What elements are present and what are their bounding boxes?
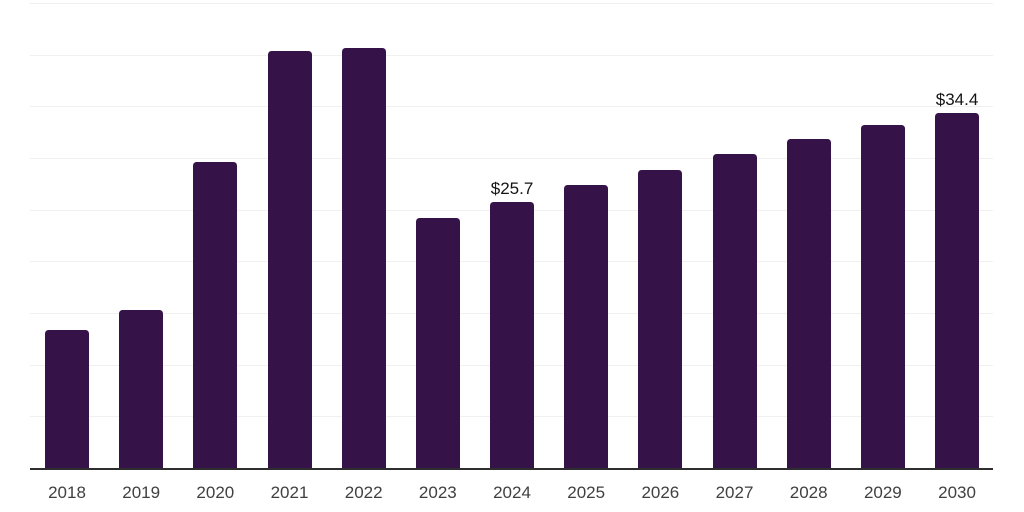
gridline	[30, 158, 993, 159]
x-axis-tick-label: 2025	[567, 483, 606, 502]
bar	[712, 153, 757, 468]
bar	[564, 184, 609, 468]
gridline	[30, 54, 993, 56]
bar	[415, 217, 460, 468]
x-axis-tick-label: 2018	[48, 483, 86, 502]
x-axis-tick-label: 2028	[789, 483, 828, 502]
bar	[935, 112, 980, 468]
bar-value-label: $25.7	[490, 179, 534, 199]
bar	[638, 170, 683, 468]
x-axis-tick-label: 2020	[196, 483, 235, 502]
bar-value-label: $34.4	[935, 89, 979, 109]
x-axis-tick-label: 2022	[344, 483, 383, 502]
bar	[267, 50, 312, 468]
plot-area: $25.7 $34.4	[30, 3, 993, 470]
x-axis-tick-label: 2019	[122, 483, 161, 502]
x-axis-line	[30, 468, 993, 470]
bar	[860, 124, 905, 468]
gridline	[30, 3, 993, 4]
bar	[119, 309, 164, 468]
bar	[490, 202, 535, 468]
bar	[45, 329, 89, 468]
bar	[341, 48, 386, 468]
x-axis-tick-label: 2021	[270, 483, 309, 502]
bar	[193, 162, 238, 468]
x-axis-tick-label: 2030	[938, 483, 976, 502]
x-axis-tick-label: 2024	[493, 483, 531, 502]
x-axis-tick-label: 2026	[641, 483, 680, 502]
x-axis-tick-label: 2027	[715, 483, 754, 502]
x-axis-tick-label: 2029	[863, 483, 902, 502]
x-axis-tick-label: 2023	[418, 483, 457, 502]
gridline	[30, 106, 993, 108]
bar	[786, 139, 831, 468]
